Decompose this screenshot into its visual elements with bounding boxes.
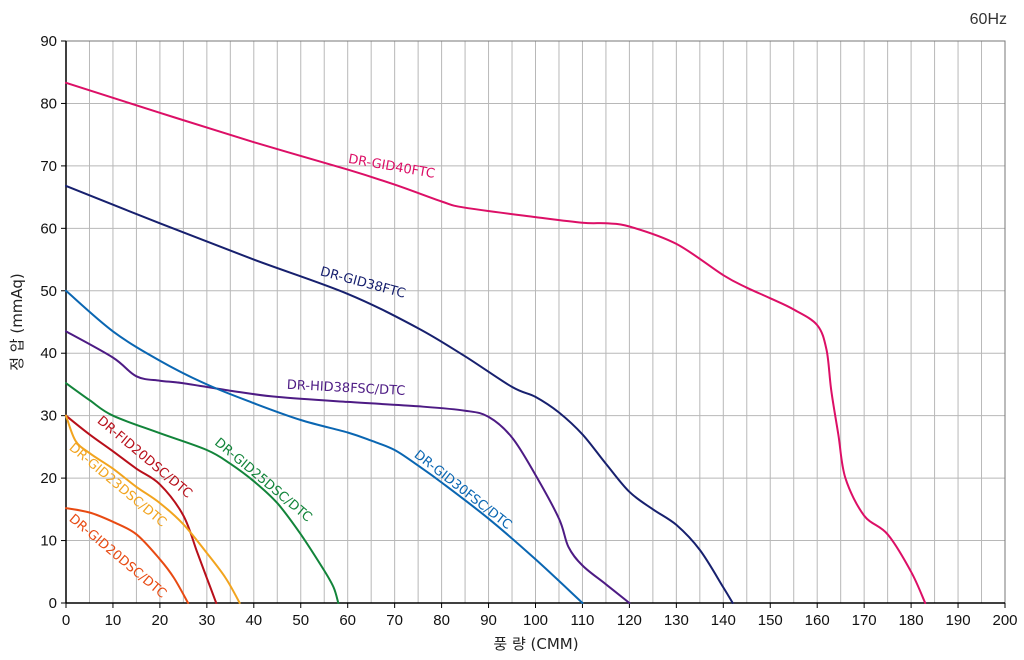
y-tick-label: 0 [49,595,57,612]
x-tick-label: 120 [617,612,642,629]
y-tick-label: 20 [40,470,57,487]
frequency-label: 60Hz [970,11,1007,28]
x-tick-label: 50 [292,612,309,629]
x-tick-label: 80 [433,612,450,629]
x-axis-title: 풍 량 (CMM) [493,635,578,653]
x-tick-label: 60 [339,612,356,629]
series-line-dr-gid40ftc [65,81,927,604]
x-tick-label: 160 [805,612,830,629]
series-line-dr-gid25dsc-dtc [65,382,340,604]
x-tick-label: 190 [946,612,971,629]
x-tick-label: 110 [570,612,594,629]
x-tick-label: 100 [523,612,548,629]
x-tick-label: 0 [62,612,70,629]
series-line-dr-fid20dsc-dtc [65,414,218,604]
y-tick-label: 90 [40,33,57,50]
x-tick-label: 70 [386,612,403,629]
grid [66,41,1005,603]
series-label-dr-gid25dsc-dtc: DR-GID25DSC/DTC [211,435,314,525]
x-tick-label: 140 [711,612,736,629]
y-tick-label: 60 [40,220,57,237]
x-tick-label: 150 [758,612,783,629]
x-tick-label: 20 [152,612,169,629]
series-line-dr-gid30fsc-dtc [65,289,584,604]
series-labels: DR-GID40FTC DR-GID38FTC DR-HID38FSC/DTC DR-… [66,152,514,602]
x-tick-label: 10 [105,612,122,629]
y-tick-label: 10 [40,533,57,550]
x-tick-label: 180 [899,612,924,629]
series-line-dr-hid38fsc-dtc [65,330,631,604]
series-line-dr-gid23dsc-dtc [65,414,241,604]
series-label-dr-gid30fsc-dtc: DR-GID30FSC/DTC [411,448,514,533]
x-tick-label: 130 [664,612,689,629]
y-tick-label: 70 [40,158,57,175]
x-tick-label: 170 [852,612,877,629]
axes: 0 10 20 30 40 50 60 70 80 90 100 110 120 130 140 150 160… [40,33,1017,629]
y-tick-label: 50 [40,283,57,300]
y-tick-label: 80 [40,95,57,112]
series-line-dr-gid20dsc-dtc [65,507,190,604]
y-tick-label: 40 [40,345,57,362]
series-layer [65,81,927,604]
y-axis-title: 정 압 (mmAq) [8,273,26,371]
x-tick-label: 40 [245,612,262,629]
x-tick-label: 90 [480,612,497,629]
series-line-dr-gid38ftc [65,184,734,604]
x-tick-label: 200 [992,612,1017,629]
x-tick-label: 30 [199,612,216,629]
series-label-dr-gid38ftc: DR-GID38FTC [318,265,407,302]
series-label-dr-gid40ftc: DR-GID40FTC [347,152,436,182]
series-label-dr-hid38fsc-dtc: DR-HID38FSC/DTC [286,378,405,399]
y-tick-label: 30 [40,408,57,425]
